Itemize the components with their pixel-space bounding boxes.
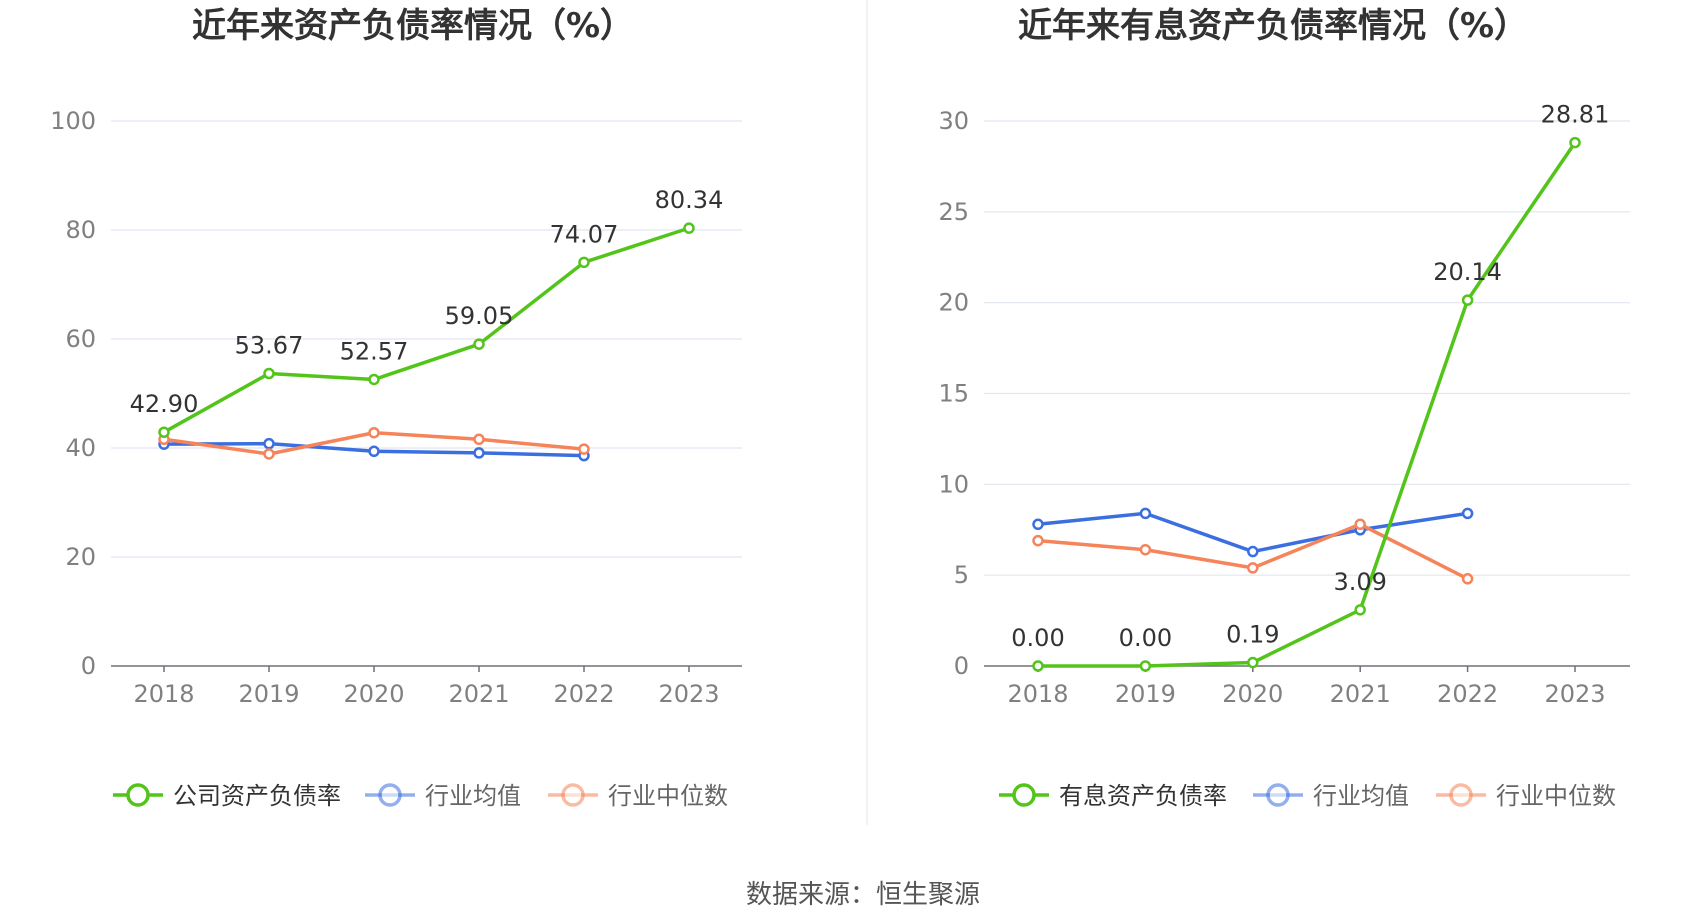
series-line-0 xyxy=(1038,141,1577,668)
legend-label: 行业均值 xyxy=(1313,782,1409,810)
data-label: 0.19 xyxy=(1226,621,1279,649)
data-point xyxy=(1032,534,1044,547)
x-tick-label: 2018 xyxy=(133,680,194,708)
data-label: 0.00 xyxy=(1011,624,1064,652)
data-point xyxy=(263,367,275,380)
data-point xyxy=(1461,573,1474,585)
y-tick-label: 10 xyxy=(938,470,969,498)
legend-label: 公司资产负债率 xyxy=(173,782,341,810)
y-tick-label: 25 xyxy=(938,198,969,226)
data-point xyxy=(473,447,485,459)
data-point xyxy=(473,433,485,446)
x-tick-label: 2022 xyxy=(553,680,614,708)
legend-item[interactable]: 行业中位数 xyxy=(548,782,728,810)
legend-marker-icon xyxy=(126,783,150,807)
data-point xyxy=(1247,545,1259,558)
legend-label: 行业中位数 xyxy=(608,782,728,810)
data-point xyxy=(368,426,380,439)
chart-title: 近年来有息资产负债率情况（%） xyxy=(1018,6,1528,46)
x-tick-label: 2023 xyxy=(1544,680,1605,708)
data-point xyxy=(1247,562,1259,574)
chart-title: 近年来资产负债率情况（%） xyxy=(192,6,634,46)
data-label: 42.90 xyxy=(130,390,199,418)
data-label: 74.07 xyxy=(550,220,619,248)
legend-label: 有息资产负债率 xyxy=(1059,782,1227,810)
x-tick-label: 2019 xyxy=(238,680,299,708)
data-point xyxy=(1139,507,1152,520)
y-tick-label: 40 xyxy=(65,434,96,462)
y-tick-label: 5 xyxy=(954,561,969,589)
data-point xyxy=(1461,294,1474,306)
data-point xyxy=(1032,518,1044,531)
data-source: 数据来源：恒生聚源 xyxy=(746,880,980,910)
data-point xyxy=(1032,660,1044,672)
x-tick-label: 2020 xyxy=(343,680,404,708)
x-tick-label: 2018 xyxy=(1007,680,1068,708)
x-tick-label: 2023 xyxy=(658,680,719,708)
x-tick-label: 2020 xyxy=(1222,680,1283,708)
y-tick-label: 100 xyxy=(50,107,96,135)
data-point xyxy=(1354,604,1366,616)
data-point xyxy=(1139,543,1152,556)
legend-item[interactable]: 行业均值 xyxy=(365,782,521,810)
x-tick-label: 2021 xyxy=(1330,680,1391,708)
data-point xyxy=(1354,518,1366,531)
data-point xyxy=(263,437,275,450)
data-point xyxy=(578,443,590,455)
legend-label: 行业均值 xyxy=(425,782,521,810)
legend-label: 行业中位数 xyxy=(1496,782,1616,810)
y-tick-label: 0 xyxy=(954,652,969,680)
asset-liability-ratio-chart: 近年来资产负债率情况（%） 0 20 40 60 80 100 2018 2019 2020 20… xyxy=(50,6,742,810)
legend-marker-icon xyxy=(1012,783,1036,807)
legend-marker-icon xyxy=(1449,783,1473,807)
series-line-0 xyxy=(163,226,690,434)
data-point xyxy=(1139,660,1152,672)
y-tick-label: 20 xyxy=(938,289,969,317)
data-point xyxy=(473,338,485,350)
y-tick-label: 80 xyxy=(65,216,96,244)
data-point xyxy=(578,256,590,269)
data-label: 80.34 xyxy=(655,186,724,214)
y-tick-label: 30 xyxy=(938,107,969,135)
legend-marker-icon xyxy=(1266,783,1290,807)
data-point xyxy=(1461,507,1474,520)
data-label: 59.05 xyxy=(445,302,514,330)
legend-item[interactable]: 有息资产负债率 xyxy=(999,782,1227,810)
data-point xyxy=(368,373,380,386)
x-tick-label: 2019 xyxy=(1115,680,1176,708)
data-label: 53.67 xyxy=(235,331,304,359)
data-point xyxy=(368,445,380,458)
y-tick-label: 15 xyxy=(938,380,969,408)
data-point xyxy=(683,222,695,234)
x-tick-label: 2022 xyxy=(1437,680,1498,708)
data-point xyxy=(158,426,170,438)
data-label: 52.57 xyxy=(340,337,409,365)
y-tick-label: 60 xyxy=(65,325,96,353)
data-point xyxy=(263,448,275,460)
data-label: 3.09 xyxy=(1333,568,1386,596)
legend-marker-icon xyxy=(561,783,585,807)
data-point xyxy=(1569,136,1581,149)
interest-bearing-debt-ratio-chart: 近年来有息资产负债率情况（%） 0 5 10 15 20 25 30 2018 2019 2020… xyxy=(938,6,1630,810)
data-label: 20.14 xyxy=(1433,258,1502,286)
legend-marker-icon xyxy=(378,783,402,807)
legend-item[interactable]: 行业均值 xyxy=(1253,782,1409,810)
data-point xyxy=(1247,656,1259,669)
y-tick-label: 20 xyxy=(65,543,96,571)
x-tick-label: 2021 xyxy=(448,680,509,708)
data-label: 28.81 xyxy=(1541,101,1610,129)
legend-item[interactable]: 公司资产负债率 xyxy=(113,782,341,810)
legend-item[interactable]: 行业中位数 xyxy=(1436,782,1616,810)
data-label: 0.00 xyxy=(1119,624,1172,652)
y-tick-label: 0 xyxy=(81,652,96,680)
